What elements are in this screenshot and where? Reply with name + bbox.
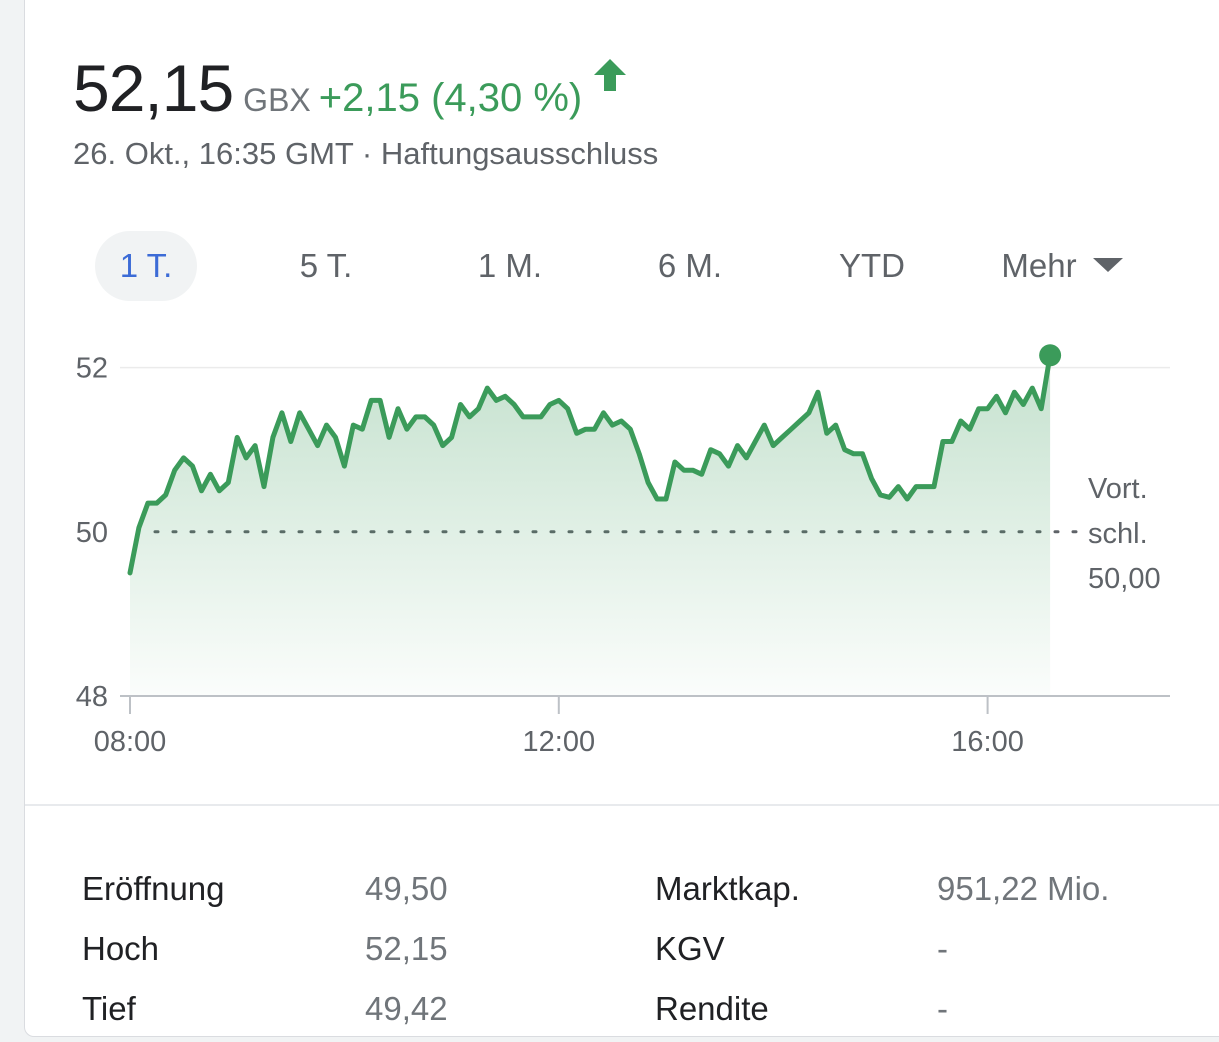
stat-value-pe-ratio: - xyxy=(937,930,948,967)
price-area-fill xyxy=(130,355,1051,696)
current-price: 52,15 xyxy=(73,51,234,125)
quote-meta: 26. Okt., 16:35 GMT · Haftungsausschluss xyxy=(73,136,658,172)
tab-label: 1 M. xyxy=(477,247,543,284)
stat-label-open: Eröffnung xyxy=(82,870,225,907)
tab-label: YTD xyxy=(839,247,905,284)
tab-1-month[interactable]: 1 M. xyxy=(455,231,565,301)
tab-6-months[interactable]: 6 M. xyxy=(635,231,745,301)
y-tick-label: 50 xyxy=(76,517,108,549)
tab-ytd[interactable]: YTD xyxy=(817,231,927,301)
stat-value-yield: - xyxy=(937,990,948,1027)
disclaimer-link[interactable]: Haftungsausschluss xyxy=(380,136,659,171)
arrow-up-icon xyxy=(594,59,627,91)
tab-label: Mehr xyxy=(1001,247,1077,284)
meta-separator: · xyxy=(361,136,373,171)
tab-label: 5 T. xyxy=(299,247,353,284)
stat-label-yield: Rendite xyxy=(655,990,769,1027)
y-tick-label: 52 xyxy=(76,353,108,385)
stat-value-market-cap: 951,22 Mio. xyxy=(937,870,1110,907)
previous-close-label: 50,00 xyxy=(1088,563,1161,595)
stat-label-market-cap: Marktkap. xyxy=(655,870,800,907)
last-price-dot xyxy=(1039,344,1062,367)
price-change: +2,15 (4,30 %) xyxy=(318,76,583,120)
tab-label: 1 T. xyxy=(119,247,173,284)
stat-value-high: 52,15 xyxy=(365,930,448,967)
stat-label-low: Tief xyxy=(82,990,136,1027)
section-divider xyxy=(25,804,1219,806)
tab-5-days[interactable]: 5 T. xyxy=(275,231,377,301)
tab-1-day[interactable]: 1 T. xyxy=(95,231,197,301)
x-tick-label: 08:00 xyxy=(94,726,167,758)
x-tick-label: 16:00 xyxy=(951,726,1024,758)
stat-value-low: 49,42 xyxy=(365,990,448,1027)
x-tick-label: 12:00 xyxy=(523,726,596,758)
quote-timestamp: 26. Okt., 16:35 GMT xyxy=(73,136,354,171)
price-line xyxy=(127,352,1053,576)
stat-label-pe-ratio: KGV xyxy=(655,930,725,967)
price-row: 52,15 GBX +2,15 (4,30 %) xyxy=(73,50,628,126)
stock-card: 52,15 GBX +2,15 (4,30 %) 26. Okt., 16:35 G… xyxy=(24,0,1219,1037)
tab-more[interactable]: Mehr xyxy=(977,231,1147,301)
dropdown-triangle-icon xyxy=(1092,258,1123,273)
previous-close-label: schl. xyxy=(1088,518,1148,550)
y-tick-label: 48 xyxy=(76,681,108,713)
range-tabs: 1 T. 5 T. 1 M. 6 M. YTD Mehr xyxy=(95,231,1175,301)
stat-label-high: Hoch xyxy=(82,930,160,967)
tab-label: 6 M. xyxy=(657,247,723,284)
previous-close-label: Vort. xyxy=(1088,473,1148,505)
price-chart: 48 50 52 Vort. schl. 50,00 08:00 12:00 16:00 xyxy=(76,344,1170,758)
stat-value-open: 49,50 xyxy=(365,870,448,907)
currency-label: GBX xyxy=(243,82,311,118)
